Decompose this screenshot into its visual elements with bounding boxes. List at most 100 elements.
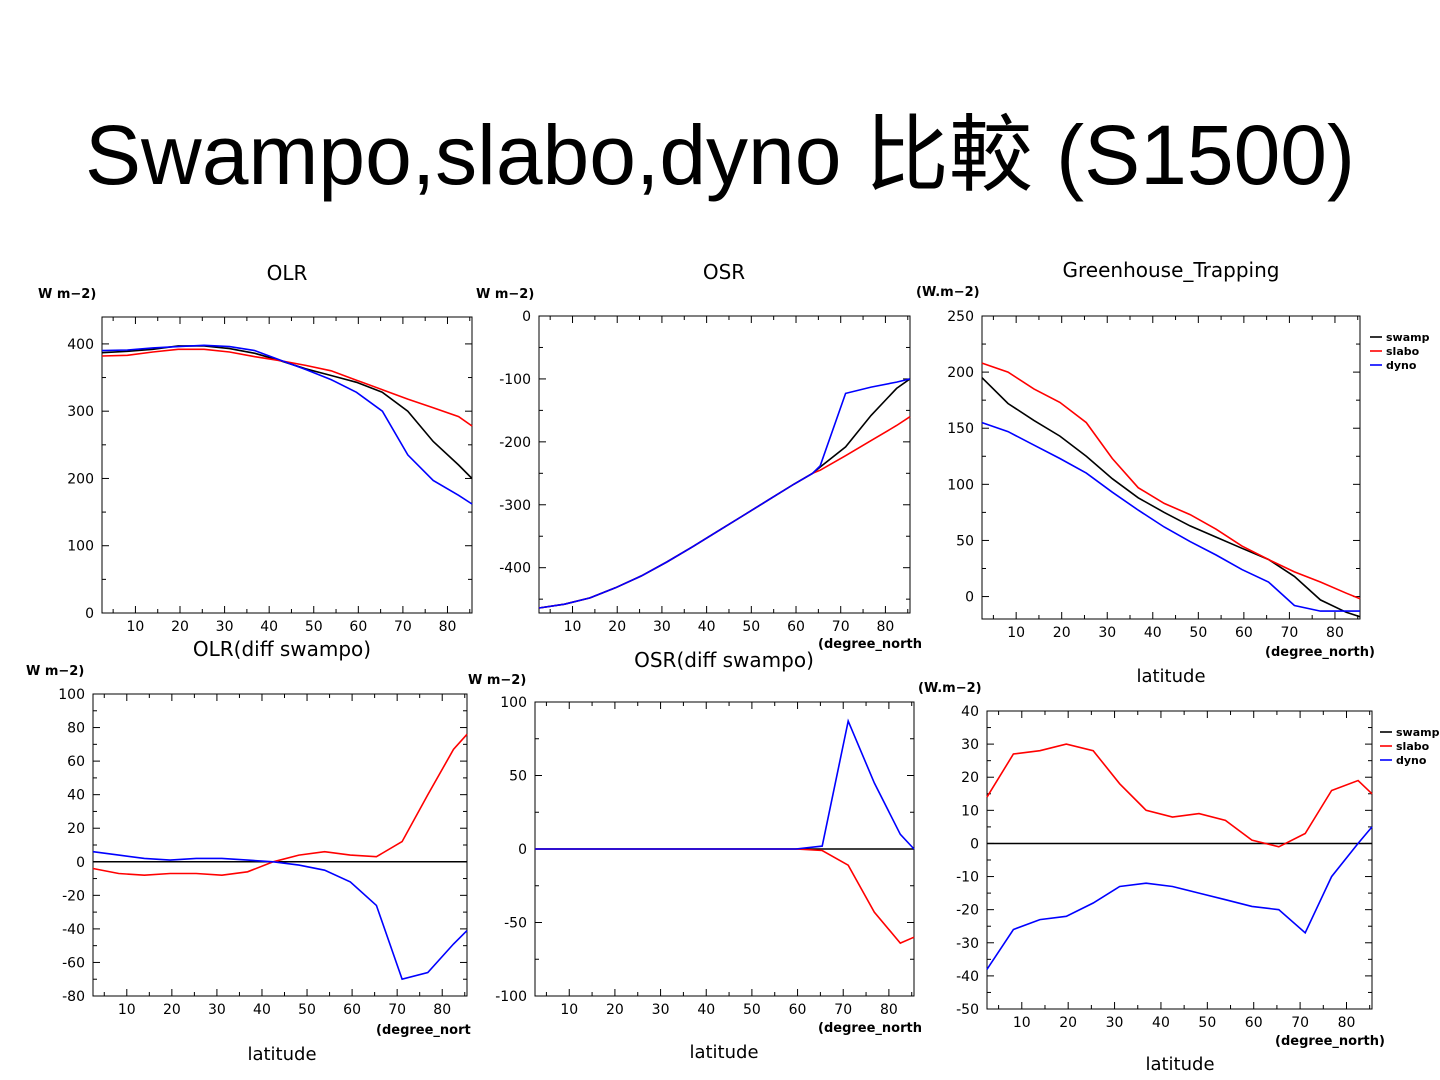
x-tick-label: 60 xyxy=(349,619,367,635)
y-tick-label: 60 xyxy=(67,754,85,770)
series-line-slabo xyxy=(538,416,911,609)
chart-panel-5: 10 20 30 40 50 60 70 80 -100 -50 0 50 100 OSR(diff sw… xyxy=(468,648,922,1063)
x-tick-label: 10 xyxy=(1013,1015,1031,1031)
y-unit-label: W m−2) xyxy=(26,664,84,679)
legend-label-dyno: dyno xyxy=(1396,754,1427,767)
y-tick-label: 100 xyxy=(67,539,94,555)
x-tick-label: 80 xyxy=(877,619,895,635)
x-tick-label: 40 xyxy=(253,1002,271,1018)
series-line-slabo xyxy=(981,362,1361,600)
y-tick-label: -20 xyxy=(62,888,85,904)
x-tick-label: 30 xyxy=(216,619,234,635)
y-tick-label: -40 xyxy=(956,969,979,985)
series-line-swamp xyxy=(101,345,473,480)
slide-title: Swampo,slabo,dyno 比較 (S1500) xyxy=(85,108,1355,202)
y-tick-label: -100 xyxy=(499,372,531,388)
chart-title: OSR(diff swampo) xyxy=(634,648,814,672)
series-line-slabo xyxy=(986,743,1373,848)
y-unit-label: (W.m−2) xyxy=(916,285,980,300)
x-tick-label: 10 xyxy=(127,619,145,635)
y-tick-label: -400 xyxy=(499,561,531,577)
x-tick-label: 30 xyxy=(652,1002,670,1018)
x-tick-label: 60 xyxy=(343,1002,361,1018)
y-tick-label: 0 xyxy=(85,606,94,622)
series-line-swamp xyxy=(981,377,1361,618)
x-tick-label: 80 xyxy=(1338,1015,1356,1031)
y-tick-label: 0 xyxy=(522,309,531,325)
x-axis-label: latitude xyxy=(689,1042,758,1063)
chart-panel-3: 10 20 30 40 50 60 70 80 0 50 100 150 200 250 Greenhous… xyxy=(916,258,1430,687)
plot-frame xyxy=(101,316,473,614)
x-tick-label: 50 xyxy=(298,1002,316,1018)
y-tick-label: -30 xyxy=(956,936,979,952)
y-tick-label: 100 xyxy=(947,477,974,493)
x-tick-label: 40 xyxy=(260,619,278,635)
y-tick-label: 30 xyxy=(961,737,979,753)
x-unit-label: (degree_north xyxy=(818,1021,922,1036)
x-tick-label: 60 xyxy=(787,619,805,635)
x-tick-label: 20 xyxy=(171,619,189,635)
y-tick-label: 250 xyxy=(947,309,974,325)
x-tick-label: 60 xyxy=(1245,1015,1263,1031)
x-tick-label: 20 xyxy=(163,1002,181,1018)
series-line-slabo xyxy=(101,348,473,427)
x-tick-label: 40 xyxy=(1152,1015,1170,1031)
y-tick-label: -200 xyxy=(499,435,531,451)
y-tick-label: -50 xyxy=(956,1002,979,1018)
y-tick-label: 0 xyxy=(970,836,979,852)
chart-panel-6: 10 20 30 40 50 60 70 80 -50 -40 -30 -20 -10 0 10 20 30 40… xyxy=(918,681,1440,1075)
y-tick-label: 50 xyxy=(956,533,974,549)
y-tick-label: 400 xyxy=(67,337,94,353)
legend-label-slabo: slabo xyxy=(1396,740,1430,753)
plot-frame xyxy=(538,315,911,614)
chart-panel-2: 10 20 30 40 50 60 70 80 -400 -300 -200 -100 0 OSR W m−… xyxy=(476,260,922,652)
chart-title: Greenhouse_Trapping xyxy=(1063,258,1280,282)
y-tick-label: 20 xyxy=(67,821,85,837)
series-line-swamp xyxy=(538,378,911,609)
x-tick-label: 70 xyxy=(1291,1015,1309,1031)
x-axis-label: latitude xyxy=(1145,1054,1214,1075)
x-tick-label: 20 xyxy=(606,1002,624,1018)
y-tick-label: -20 xyxy=(956,903,979,919)
x-tick-label: 50 xyxy=(743,1002,761,1018)
x-tick-label: 50 xyxy=(1198,1015,1216,1031)
y-tick-label: 80 xyxy=(67,721,85,737)
y-tick-label: 20 xyxy=(961,770,979,786)
y-tick-label: -60 xyxy=(62,955,85,971)
x-axis-label: latitude xyxy=(247,1044,316,1065)
x-tick-label: 20 xyxy=(1053,625,1071,641)
x-tick-label: 50 xyxy=(1189,625,1207,641)
x-unit-label: (degree_nort xyxy=(376,1023,471,1038)
x-tick-label: 80 xyxy=(439,619,457,635)
plot-frame xyxy=(981,315,1361,620)
x-unit-label: (degree_north) xyxy=(1275,1034,1385,1049)
legend-label-dyno: dyno xyxy=(1386,359,1417,372)
x-unit-label: (degree_north) xyxy=(1265,645,1375,660)
y-tick-label: 40 xyxy=(67,788,85,804)
x-tick-label: 20 xyxy=(608,619,626,635)
y-tick-label: -100 xyxy=(495,989,527,1005)
y-tick-label: -40 xyxy=(62,922,85,938)
legend-label-slabo: slabo xyxy=(1386,345,1420,358)
series-line-dyno xyxy=(92,850,468,981)
y-tick-label: -10 xyxy=(956,870,979,886)
x-tick-label: 80 xyxy=(880,1002,898,1018)
y-tick-label: -80 xyxy=(62,989,85,1005)
x-tick-label: 80 xyxy=(1326,625,1344,641)
y-tick-label: 0 xyxy=(965,590,974,606)
series-line-slabo xyxy=(92,733,468,877)
x-tick-label: 40 xyxy=(1144,625,1162,641)
y-tick-label: 200 xyxy=(947,365,974,381)
y-tick-label: -50 xyxy=(504,916,527,932)
plot-frame xyxy=(986,710,1373,1010)
x-unit-label: (degree_north xyxy=(818,637,922,652)
x-tick-label: 50 xyxy=(305,619,323,635)
chart-panel-4: 10 20 30 40 50 60 70 80 -80 -60 -40 -20 0 20 40 60 80 100… xyxy=(26,637,471,1065)
y-tick-label: 10 xyxy=(961,803,979,819)
x-tick-label: 30 xyxy=(1106,1015,1124,1031)
x-tick-label: 70 xyxy=(1280,625,1298,641)
y-tick-label: 0 xyxy=(76,855,85,871)
x-tick-label: 50 xyxy=(742,619,760,635)
y-tick-label: 150 xyxy=(947,421,974,437)
